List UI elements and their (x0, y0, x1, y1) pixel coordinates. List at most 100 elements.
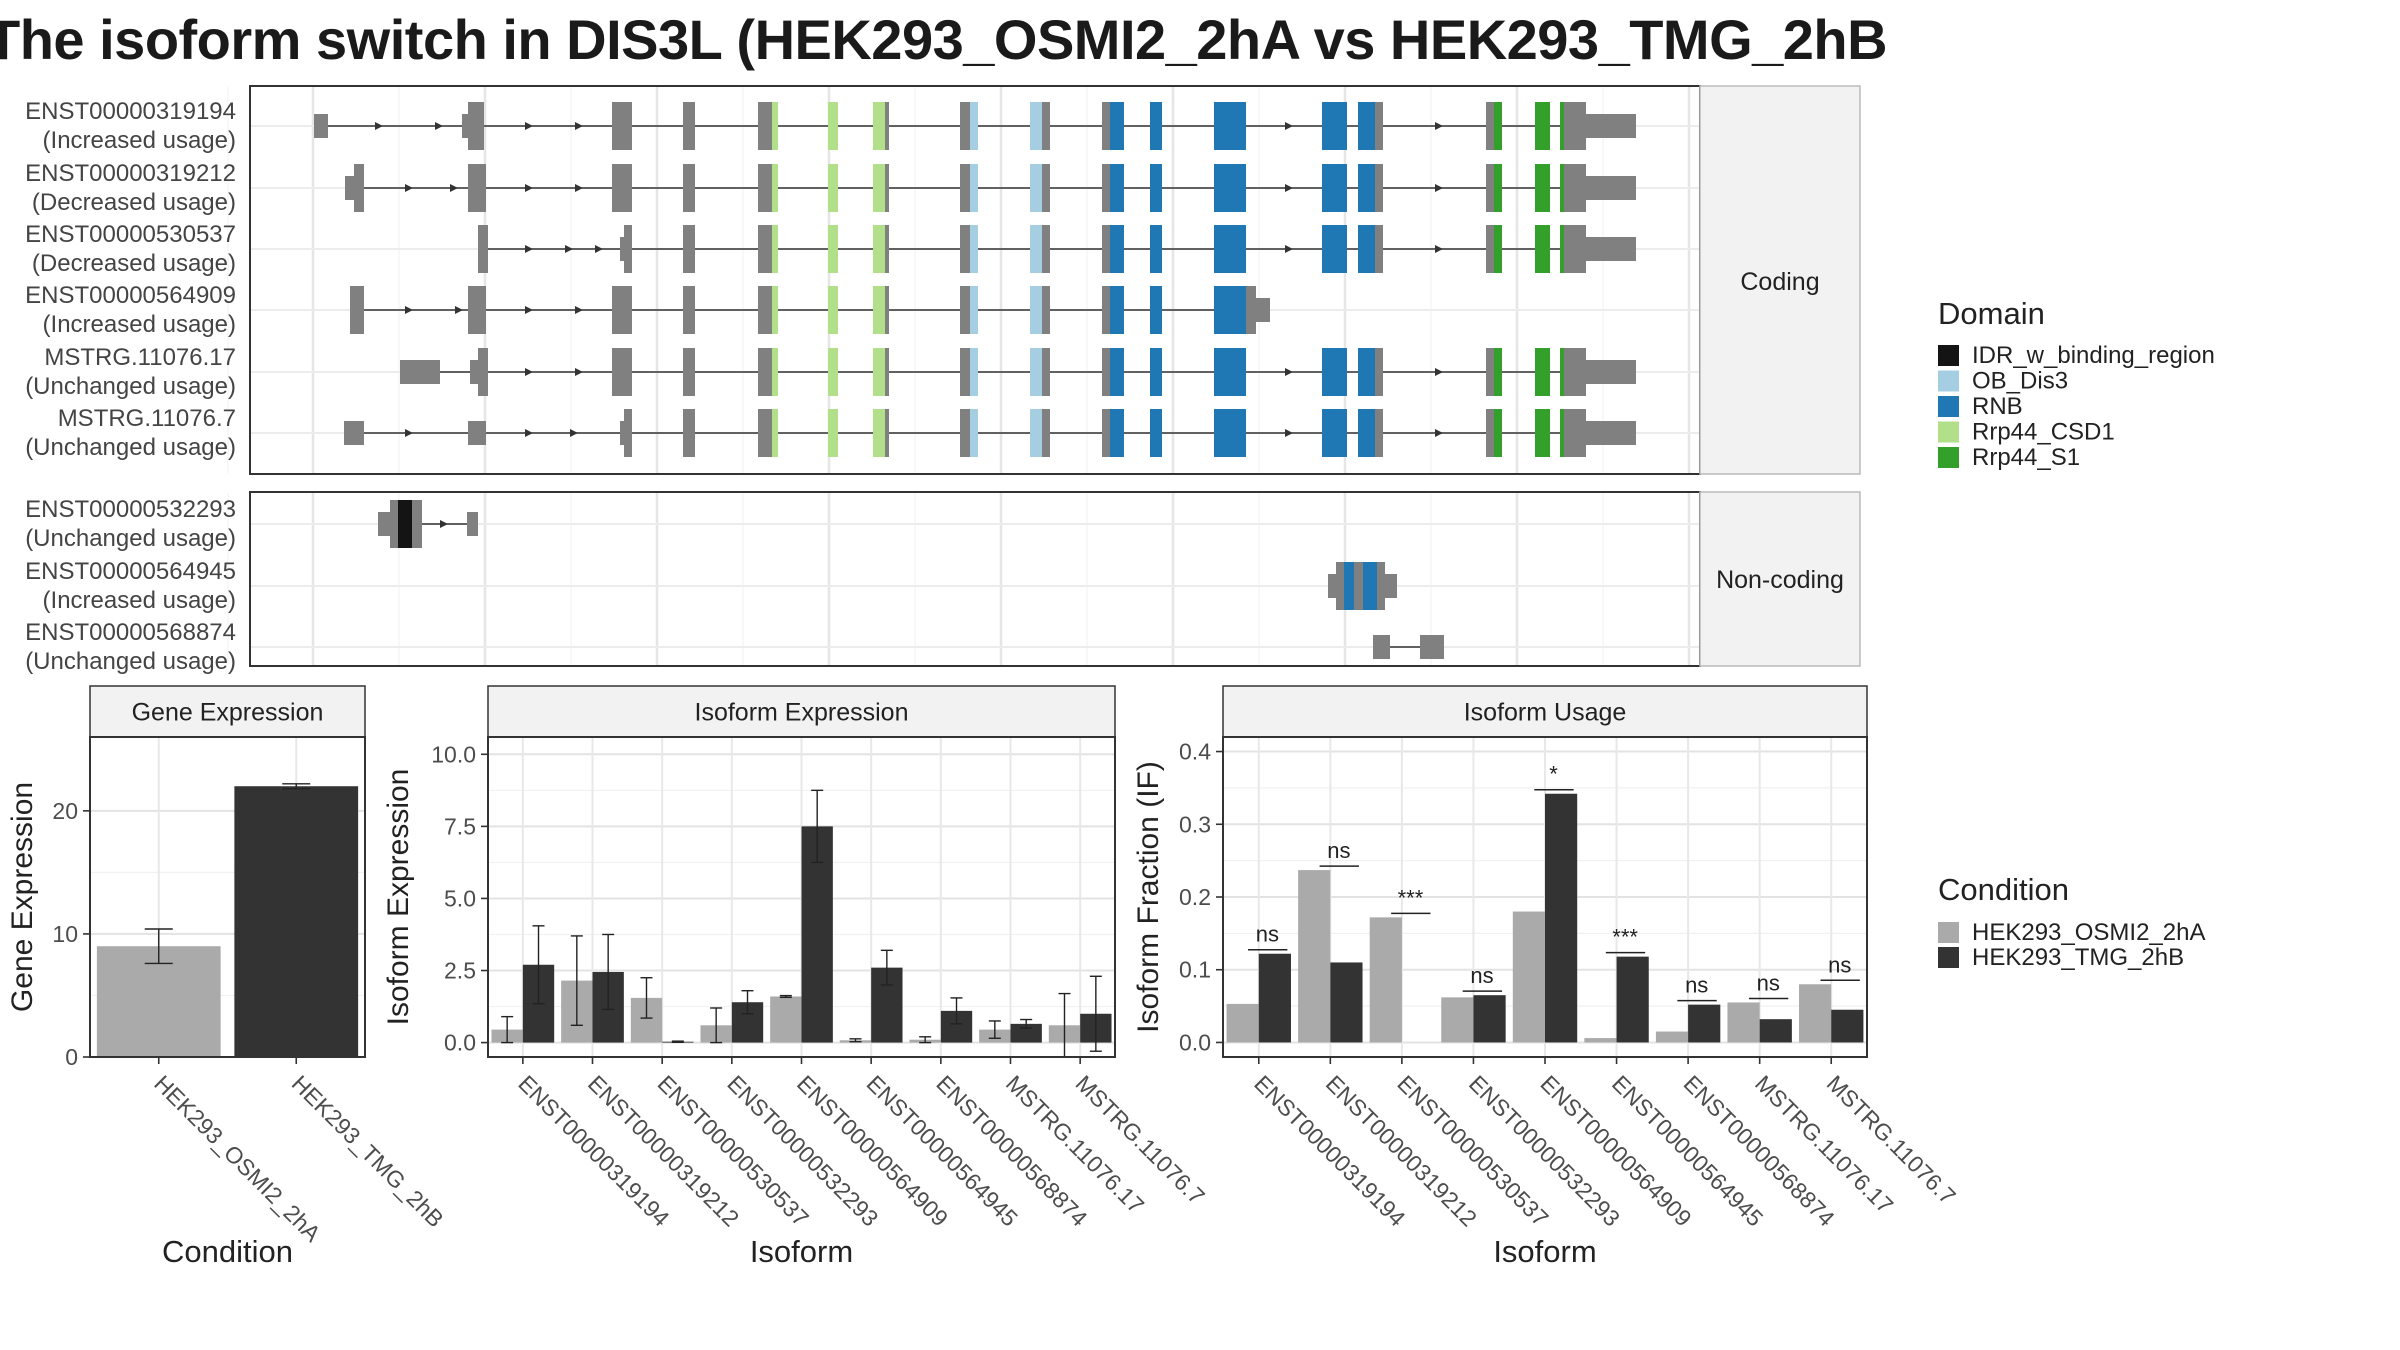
exon-block (378, 512, 390, 536)
domain-block-RNB (1150, 348, 1162, 396)
intron-arrow (575, 184, 583, 192)
chart-bar (1441, 997, 1474, 1043)
domain-block-OB_Dis3 (1030, 102, 1042, 150)
intron-arrow (1435, 245, 1443, 253)
domain-block-Rrp44_S1 (1535, 225, 1550, 273)
domain-block-OB_Dis3 (1030, 348, 1042, 396)
domain-block-RNB (1110, 348, 1124, 396)
exon-block (1564, 348, 1586, 396)
exon-block (960, 348, 970, 396)
chart-bar (1655, 1031, 1689, 1043)
domain-block-Rrp44_S1 (1560, 102, 1564, 150)
domain-block-RNB (1110, 409, 1124, 457)
domain-legend-label: IDR_w_binding_region (1972, 342, 2215, 369)
intron-arrow (1285, 122, 1293, 130)
transcript-usage-label: (Unchanged usage) (25, 373, 236, 400)
exon-block (1042, 102, 1050, 150)
intron-arrow (595, 245, 603, 253)
domain-legend-title: Domain (1938, 296, 2045, 331)
domain-block-RNB (1358, 225, 1375, 273)
domain-block-OB_Dis3 (970, 286, 978, 334)
y-tick-label: 20 (52, 798, 78, 824)
domain-block-RNB (1110, 102, 1124, 150)
domain-block-Rrp44_CSD1 (828, 348, 838, 396)
x-axis-title: Condition (162, 1234, 293, 1269)
domain-block-Rrp44_S1 (1535, 102, 1550, 150)
domain-block-RNB (1110, 164, 1124, 212)
domain-block-Rrp44_S1 (1494, 409, 1502, 457)
transcript-usage-label: (Increased usage) (43, 127, 236, 154)
exon-block (885, 409, 889, 457)
exon-block (412, 500, 422, 548)
domain-block-Rrp44_CSD1 (772, 348, 778, 396)
exon-block (1564, 225, 1586, 273)
domain-block-OB_Dis3 (970, 409, 978, 457)
intron-arrow (525, 122, 533, 130)
intron-arrow (455, 306, 463, 314)
intron-arrow (405, 306, 413, 314)
exon-block (345, 176, 354, 200)
noncoding-strip-label: Non-coding (1716, 566, 1844, 594)
y-tick-label: 0.0 (444, 1030, 476, 1056)
intron-arrow (525, 245, 533, 253)
domain-block-Rrp44_S1 (1535, 164, 1550, 212)
chart-bar (1616, 956, 1649, 1043)
exon-block (354, 164, 364, 212)
intron-arrow (1435, 184, 1443, 192)
intron-arrow (1435, 429, 1443, 437)
transcript-usage-label: (Unchanged usage) (25, 648, 236, 675)
domain-block-RNB (1214, 409, 1246, 457)
chart-bar (1473, 995, 1506, 1043)
exon-block (1375, 102, 1383, 150)
domain-legend-swatch (1938, 421, 1959, 443)
chart-bar (1727, 1002, 1760, 1043)
domain-block-RNB (1322, 164, 1347, 212)
exon-block (620, 421, 624, 445)
chart-bar (1258, 953, 1291, 1043)
exon-block (758, 164, 772, 212)
y-tick-label: 7.5 (444, 813, 476, 839)
exon-block (758, 409, 772, 457)
domain-block-Rrp44_CSD1 (772, 102, 778, 150)
exon-block (478, 348, 488, 396)
domain-block-Rrp44_CSD1 (873, 164, 885, 212)
exon-block (960, 409, 970, 457)
chart-bar (1831, 1009, 1864, 1043)
noncoding-strip (1699, 491, 1861, 667)
y-axis-title: Isoform Fraction (IF) (1132, 761, 1165, 1033)
exon-block (885, 348, 889, 396)
domain-block-Rrp44_S1 (1535, 348, 1550, 396)
domain-legend-swatch (1938, 370, 1959, 392)
domain-block-OB_Dis3 (970, 225, 978, 273)
exon-block (1336, 562, 1344, 610)
transcript-label: ENST00000530537 (25, 221, 236, 248)
exon-block (620, 237, 624, 261)
exon-block (1102, 102, 1110, 150)
transcript-label: ENST00000564945 (25, 558, 236, 585)
chart-bar (96, 946, 221, 1057)
chart-strip (89, 685, 366, 738)
intron-arrow (570, 429, 578, 437)
significance-label: ns (1470, 963, 1493, 988)
intron-arrow (525, 184, 533, 192)
chart-border (89, 736, 366, 1058)
y-tick-label: 0.1 (1179, 957, 1211, 983)
domain-block-Rrp44_S1 (1560, 225, 1564, 273)
domain-block-RNB (1214, 286, 1246, 334)
exon-block (1486, 102, 1494, 150)
domain-block-Rrp44_CSD1 (873, 348, 885, 396)
chart-bar (1010, 1023, 1042, 1043)
transcript-usage-label: (Decreased usage) (32, 189, 236, 216)
exon-block (400, 360, 440, 384)
domain-block-OB_Dis3 (970, 164, 978, 212)
domain-legend-label: OB_Dis3 (1972, 368, 2068, 395)
domain-block-Rrp44_S1 (1560, 348, 1564, 396)
exon-block (1042, 286, 1050, 334)
chart-strip-title: Isoform Usage (1464, 699, 1627, 727)
exon-block (467, 512, 478, 536)
y-tick-label: 2.5 (444, 958, 476, 984)
domain-block-Rrp44_CSD1 (772, 225, 778, 273)
exon-block (470, 360, 478, 384)
domain-block-RNB (1322, 225, 1347, 273)
domain-block-Rrp44_CSD1 (772, 164, 778, 212)
